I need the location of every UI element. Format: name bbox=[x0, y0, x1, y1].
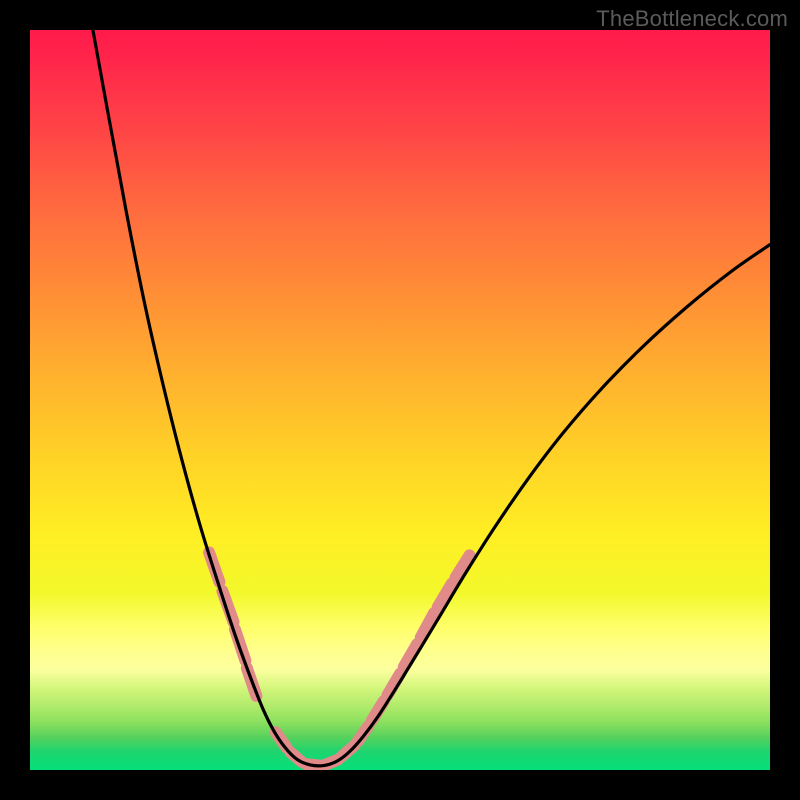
chart-container: TheBottleneck.com bbox=[0, 0, 800, 800]
marker-strokes bbox=[209, 552, 469, 765]
curve-layer bbox=[30, 30, 770, 770]
plot-area bbox=[30, 30, 770, 770]
bottleneck-curve bbox=[93, 30, 770, 766]
watermark-text: TheBottleneck.com bbox=[596, 6, 788, 32]
